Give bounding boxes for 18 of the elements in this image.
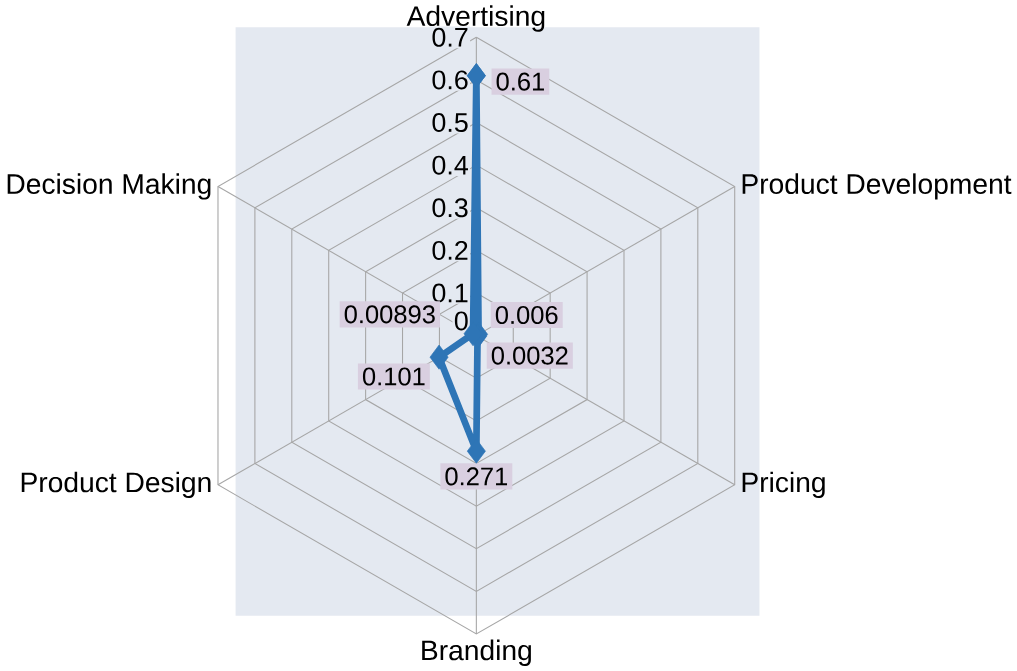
spoke-label: Branding [422, 639, 531, 666]
y-tick-label: 0.6 [432, 70, 468, 90]
y-tick-label: 0.5 [432, 112, 468, 132]
data-label: 0.101 [362, 367, 425, 386]
y-tick-label: 0.1 [432, 283, 468, 303]
data-label: 0.271 [445, 467, 508, 486]
spoke-label: Product Design [21, 471, 211, 498]
data-label: 0.0032 [491, 346, 568, 365]
spoke-label: Decision Making [7, 173, 211, 200]
y-tick-label: 0.4 [432, 155, 468, 175]
y-tick-label: 0.2 [432, 240, 468, 260]
spoke-label: Product Development [742, 173, 1012, 200]
y-tick-label: 0 [454, 311, 468, 331]
data-label: 0.00893 [344, 305, 435, 324]
data-label: 0.61 [496, 72, 544, 91]
spoke-label: Pricing [742, 471, 825, 498]
data-label: 0.006 [495, 305, 558, 324]
y-tick-label: 0.3 [432, 198, 468, 218]
